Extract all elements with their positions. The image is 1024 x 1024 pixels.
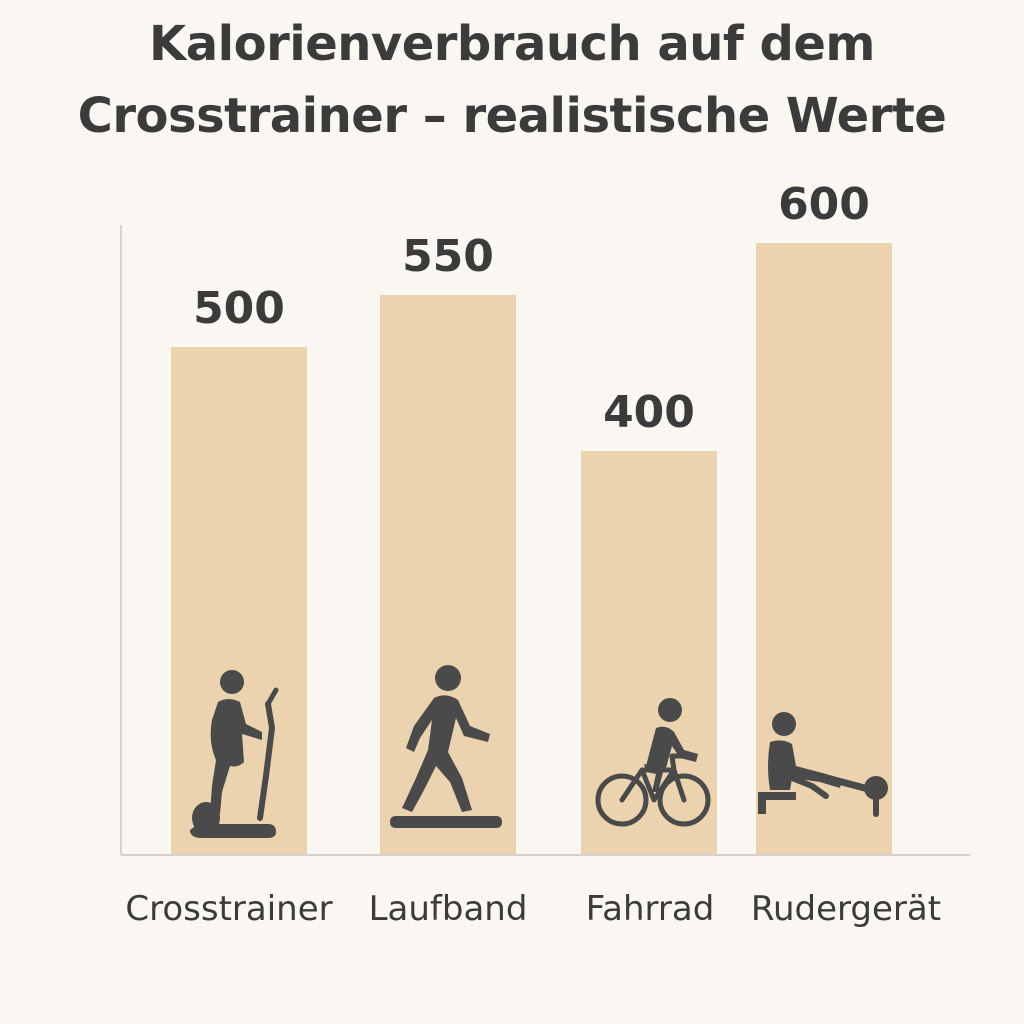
bar-fahrrad xyxy=(581,450,717,855)
value-label-crosstrainer: 500 xyxy=(193,283,285,334)
value-label-fahrrad: 400 xyxy=(603,387,695,438)
category-label-laufband: Laufband xyxy=(369,889,528,929)
category-label-fahrrad: Fahrrad xyxy=(586,889,715,929)
axes-layer xyxy=(120,225,970,856)
chart-title-line-1: Kalorienverbrauch auf dem xyxy=(149,16,875,72)
value-label-laufband: 550 xyxy=(402,231,494,282)
category-label-crosstrainer: Crosstrainer xyxy=(125,889,332,929)
chart-title: Kalorienverbrauch auf dem Crosstrainer –… xyxy=(0,8,1024,152)
category-label-rudergerat: Rudergerät xyxy=(751,889,941,929)
chart-title-line-2: Crosstrainer – realistische Werte xyxy=(77,88,947,144)
bar-crosstrainer xyxy=(171,346,307,855)
labels-layer: 500 Crosstrainer 550 Laufband 400 Fahrrad 600 R… xyxy=(125,179,941,929)
value-label-rudergerat: 600 xyxy=(778,179,870,230)
